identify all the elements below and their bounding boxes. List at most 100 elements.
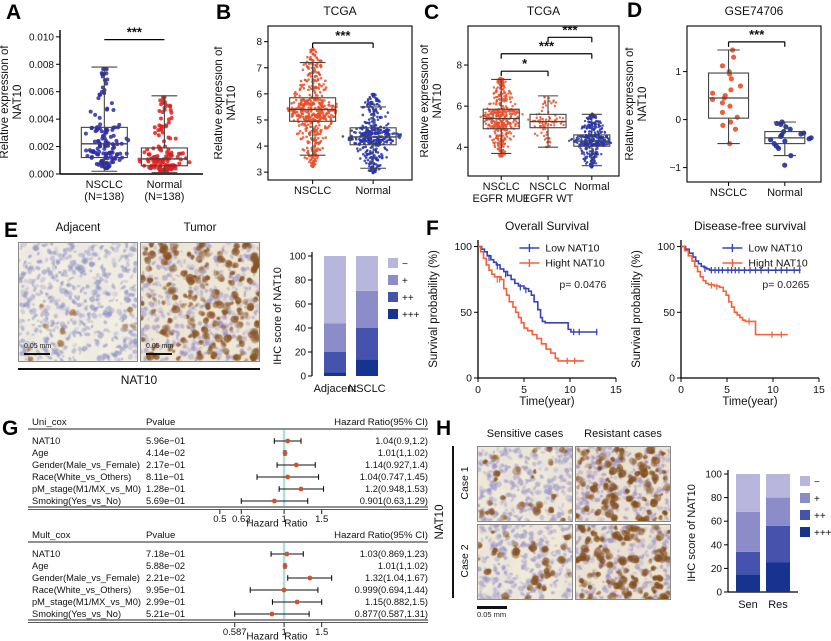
svg-text:1.04(0.9,1.2): 1.04(0.9,1.2) — [375, 436, 428, 446]
svg-text:Sen: Sen — [738, 599, 758, 611]
svg-text:EGFR WT: EGFR WT — [523, 193, 574, 205]
svg-text:100: 100 — [705, 470, 722, 481]
svg-text:NAT10: NAT10 — [226, 86, 238, 121]
svg-text:+++: +++ — [402, 310, 420, 321]
underline — [18, 368, 260, 370]
svg-text:50: 50 — [460, 307, 472, 319]
svg-text:1.14(0.927,1.4): 1.14(0.927,1.4) — [365, 460, 428, 470]
svg-text:+: + — [814, 494, 820, 505]
svg-text:0: 0 — [669, 373, 675, 385]
svg-text:NSCLC: NSCLC — [710, 187, 747, 199]
svg-text:Relative expression of: Relative expression of — [625, 47, 636, 161]
adjacent-header: Adjacent — [55, 222, 101, 234]
svg-text:Hazard_Ratio: Hazard_Ratio — [246, 632, 308, 641]
svg-text:8: 8 — [256, 37, 262, 48]
svg-text:Normal: Normal — [147, 179, 182, 191]
scale-bar — [477, 606, 507, 609]
svg-text:Smoking(Yes_vs_No): Smoking(Yes_vs_No) — [32, 496, 121, 506]
panel-c-boxplot: TCGA Relative expression of NAT10 4 6 8 NSCLCE… — [420, 4, 620, 205]
svg-text:Hight NAT10: Hight NAT10 — [545, 258, 604, 270]
case-2-label: Case 2 — [459, 544, 471, 578]
svg-text:0.006: 0.006 — [29, 87, 54, 98]
svg-text:5.21e−01: 5.21e−01 — [146, 609, 185, 619]
panel-a-boxplot: Relative expression of NAT10 0.000 0.002 0.0… — [0, 25, 203, 203]
svg-text:0.002: 0.002 — [29, 142, 54, 153]
svg-text:100: 100 — [657, 241, 675, 253]
sensitive-cases-header: Sensitive cases — [486, 428, 564, 440]
panel-h-letter: H — [436, 417, 452, 440]
svg-text:80: 80 — [711, 493, 723, 504]
svg-text:8.11e−01: 8.11e−01 — [146, 472, 184, 482]
svg-text:0.877(0.587,1.31): 0.877(0.587,1.31) — [355, 609, 428, 619]
chart-C: TCGA Relative expression of NAT10 4 6 8 NSCLCE… — [420, 4, 620, 205]
svg-text:NAT10: NAT10 — [432, 84, 444, 119]
svg-text:Gender(Male_vs_Female): Gender(Male_vs_Female) — [32, 573, 140, 583]
svg-text:Res: Res — [768, 599, 788, 611]
svg-text:Relative expression of: Relative expression of — [0, 45, 11, 159]
svg-text:TCGA: TCGA — [323, 4, 356, 18]
svg-text:5: 5 — [724, 384, 730, 396]
svg-text:Age: Age — [32, 561, 49, 571]
svg-text:Mult_cox: Mult_cox — [32, 530, 71, 541]
svg-text:p= 0.0476: p= 0.0476 — [559, 279, 606, 291]
scale-bar — [24, 352, 50, 355]
svg-text:5.88e−02: 5.88e−02 — [146, 561, 185, 571]
svg-text:1.2(0.948,1.53): 1.2(0.948,1.53) — [365, 484, 428, 494]
svg-text:2.99e−01: 2.99e−01 — [146, 597, 185, 607]
svg-text:15: 15 — [813, 384, 825, 396]
svg-text:100: 100 — [289, 252, 306, 263]
svg-text:2.21e−02: 2.21e−02 — [146, 573, 185, 583]
svg-text:NSCLC: NSCLC — [529, 181, 566, 193]
svg-text:NAT10: NAT10 — [32, 549, 60, 559]
panel-e-letter: E — [4, 219, 19, 242]
svg-text:1: 1 — [281, 627, 286, 638]
chart-G_mult: Mult_cox Pvalue Hazard Ratio(95% CI) NAT10 7… — [28, 530, 428, 640]
svg-text:NSCLC: NSCLC — [483, 181, 520, 193]
svg-text:Survival probability (%): Survival probability (%) — [631, 250, 643, 368]
svg-text:50: 50 — [663, 307, 675, 319]
svg-text:5.69e−01: 5.69e−01 — [146, 496, 185, 506]
svg-text:7: 7 — [256, 63, 262, 74]
svg-text:0.000: 0.000 — [29, 170, 54, 181]
svg-text:+: + — [402, 276, 408, 287]
scale-label: 0.05 mm — [477, 610, 507, 619]
svg-text:Hight NAT10: Hight NAT10 — [748, 258, 807, 270]
svg-text:NAT10: NAT10 — [12, 85, 24, 120]
svg-text:Hazard Ratio(95% CI): Hazard Ratio(95% CI) — [334, 530, 428, 541]
svg-text:8: 8 — [456, 61, 462, 72]
svg-text:100: 100 — [454, 241, 472, 253]
svg-text:0.901(0.63,1.29): 0.901(0.63,1.29) — [360, 496, 428, 506]
svg-text:3: 3 — [256, 168, 262, 179]
chart-E_bar: IHC score of NAT10 0 20 40 60 80 100 AdjacentNS… — [272, 252, 420, 396]
svg-text:Race(White_vs_Others): Race(White_vs_Others) — [32, 585, 131, 595]
svg-text:IHC score of NAT10: IHC score of NAT10 — [686, 484, 698, 582]
sensitive-case1-ihc — [477, 446, 573, 522]
svg-text:Adjacent: Adjacent — [314, 383, 357, 395]
svg-text:60: 60 — [295, 300, 307, 311]
svg-text:++: ++ — [402, 293, 414, 304]
svg-text:60: 60 — [711, 517, 723, 528]
svg-text:NSCLC: NSCLC — [86, 179, 123, 191]
svg-text:5: 5 — [256, 115, 262, 126]
svg-text:10: 10 — [564, 384, 576, 396]
svg-text:***: *** — [562, 22, 578, 37]
svg-text:***: *** — [335, 28, 351, 43]
scatter-points — [479, 76, 524, 158]
svg-text:+++: +++ — [814, 528, 831, 539]
svg-text:1: 1 — [281, 514, 286, 525]
svg-text:Normal: Normal — [767, 187, 802, 199]
svg-text:GSE74706: GSE74706 — [725, 4, 784, 18]
chart-B: TCGA Relative expression of NAT10 3 4 5 6 7 8 NSC… — [214, 4, 413, 197]
panel-a-letter: A — [6, 1, 22, 24]
chart-G_uni: Uni_cox Pvalue Hazard Ratio(95% CI) NAT10 5.… — [28, 417, 428, 527]
svg-text:80: 80 — [295, 276, 307, 287]
scale-bar — [146, 352, 172, 355]
svg-text:Relative expression of: Relative expression of — [420, 44, 431, 158]
svg-text:4: 4 — [256, 142, 262, 153]
svg-text:0: 0 — [300, 372, 306, 383]
panel-g-letter: G — [2, 417, 19, 440]
svg-text:9.95e−01: 9.95e−01 — [146, 585, 185, 595]
tumor-ihc-canvas — [141, 243, 259, 361]
